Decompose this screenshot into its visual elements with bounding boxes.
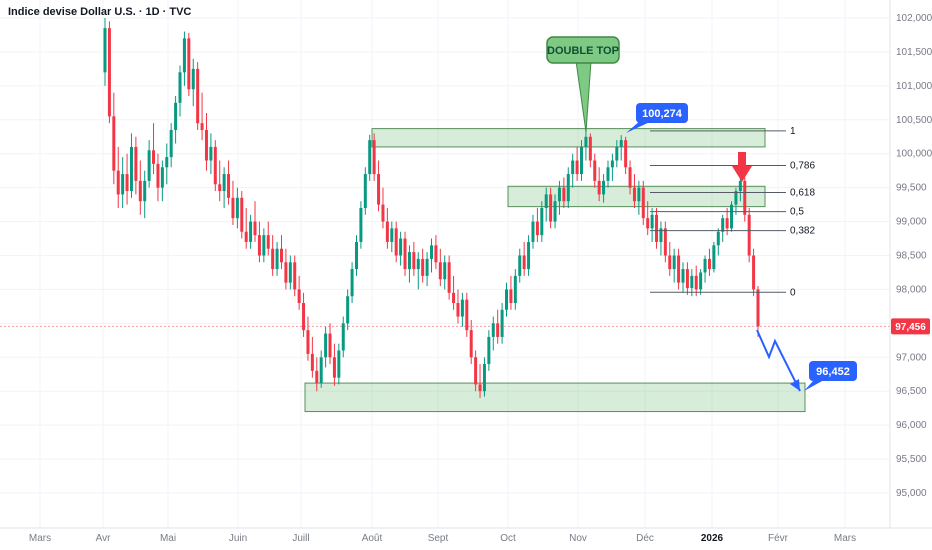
price-axis-label: 96,500 bbox=[896, 386, 927, 397]
callout-pointer bbox=[626, 121, 652, 133]
demand-zone-lower[interactable] bbox=[304, 382, 806, 413]
price-axis-label: 97,000 bbox=[896, 352, 927, 363]
price-axis-label: 95,500 bbox=[896, 454, 927, 465]
projection-arrow[interactable] bbox=[756, 329, 801, 392]
target-price-callout[interactable]: 96,452 bbox=[804, 361, 857, 391]
double-top-label: DOUBLE TOP bbox=[547, 45, 619, 57]
time-axis-label: Mai bbox=[160, 533, 176, 544]
fib-retracement[interactable]: 1 0,786 0,618 0,5 0,382 0 bbox=[650, 126, 815, 298]
time-axis-label: Déc bbox=[636, 533, 654, 544]
callout-label: 96,452 bbox=[816, 366, 850, 378]
projection-arrow-head bbox=[790, 379, 800, 391]
price-axis-label: 100,500 bbox=[896, 115, 932, 126]
time-axis-label: Mars bbox=[834, 533, 856, 544]
current-price-tag bbox=[891, 318, 930, 335]
time-axis-label: Août bbox=[362, 533, 383, 544]
price-axis-label: 101,000 bbox=[896, 81, 932, 92]
callout-label: 100,274 bbox=[642, 108, 683, 120]
time-axis-label: Juin bbox=[229, 533, 247, 544]
time-axis[interactable]: Mars Avr Mai Juin Juill Août Sept Oct Nov Déc 2026… bbox=[0, 527, 932, 550]
price-axis-label: 98,500 bbox=[896, 251, 927, 262]
fib-level-label: 0,382 bbox=[790, 226, 815, 237]
price-axis-label: 99,500 bbox=[896, 183, 927, 194]
grid-lines bbox=[0, 0, 890, 528]
price-axis-label: 95,000 bbox=[896, 488, 927, 499]
time-axis-label: Mars bbox=[29, 533, 51, 544]
price-axis-label: 102,000 bbox=[896, 13, 932, 24]
price-axis-label: 98,000 bbox=[896, 284, 927, 295]
time-axis-label: Oct bbox=[500, 533, 516, 544]
time-axis-label: Nov bbox=[569, 533, 587, 544]
supply-zone-mid[interactable] bbox=[507, 185, 766, 208]
time-axis-label: Sept bbox=[428, 533, 449, 544]
fib-level-label: 0,5 bbox=[790, 207, 804, 218]
fib-level-label: 1 bbox=[790, 126, 796, 137]
fib-level-label: 0,618 bbox=[790, 188, 815, 199]
time-axis-label: Juill bbox=[292, 533, 309, 544]
current-price-tag-label: 97,456 bbox=[895, 322, 926, 333]
supply-zone-upper[interactable] bbox=[371, 128, 766, 148]
price-axis-label: 101,500 bbox=[896, 47, 932, 58]
fib-level-label: 0 bbox=[790, 287, 796, 298]
double-top-flag[interactable]: DOUBLE TOP bbox=[546, 36, 620, 133]
time-axis-label: Févr bbox=[768, 533, 789, 544]
fib-level-label: 0,786 bbox=[790, 160, 815, 171]
price-axis-label: 96,000 bbox=[896, 420, 927, 431]
red-down-arrow[interactable] bbox=[732, 152, 752, 182]
callout-pointer bbox=[804, 380, 824, 391]
time-axis-label: 2026 bbox=[701, 533, 724, 544]
peak-price-callout[interactable]: 100,274 bbox=[626, 103, 688, 133]
candlestick-series[interactable] bbox=[103, 18, 760, 398]
price-axis-label: 99,000 bbox=[896, 217, 927, 228]
price-axis-label: 100,000 bbox=[896, 149, 932, 160]
price-axis[interactable]: 102,000 101,500 101,000 100,500 100,000 99,50… bbox=[889, 0, 932, 550]
symbol-title[interactable]: Indice devise Dollar U.S. · 1D · TVC bbox=[8, 6, 192, 18]
time-axis-label: Avr bbox=[96, 533, 111, 544]
